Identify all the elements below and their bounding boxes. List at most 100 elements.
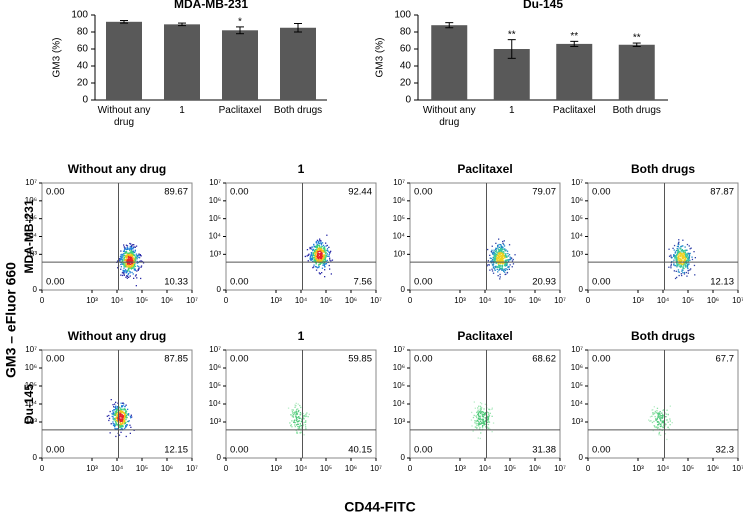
- event-dot: [499, 250, 501, 252]
- event-dot: [676, 260, 678, 262]
- event-dot: [317, 249, 319, 252]
- event-dot: [693, 264, 696, 267]
- event-dot: [670, 256, 672, 258]
- event-dot: [497, 259, 499, 262]
- y-tick-label: 10⁵: [209, 214, 221, 223]
- plot-frame: [225, 182, 377, 291]
- event-dot: [678, 262, 680, 264]
- event-dot: [108, 417, 111, 420]
- event-dot: [488, 414, 491, 416]
- y-tick-label: 10⁵: [393, 381, 405, 390]
- plot-frame: [41, 349, 193, 459]
- event-dot: [122, 269, 124, 272]
- event-dot: [325, 249, 327, 252]
- event-dot: [120, 431, 122, 433]
- event-dot: [309, 258, 312, 261]
- event-dot: [660, 434, 662, 436]
- event-dot: [680, 265, 683, 268]
- event-dot: [324, 250, 326, 252]
- event-dot: [500, 268, 502, 270]
- event-dot: [683, 249, 685, 252]
- event-dot: [650, 420, 652, 422]
- event-dot: [680, 254, 682, 256]
- event-dot: [119, 410, 121, 412]
- event-dot: [132, 253, 135, 256]
- event-dot: [666, 438, 668, 441]
- event-dot: [693, 251, 695, 253]
- event-dot: [318, 256, 321, 258]
- event-dot: [138, 261, 140, 263]
- event-dot: [330, 250, 332, 252]
- event-dot: [679, 255, 681, 257]
- event-dot: [329, 268, 331, 270]
- event-dot: [329, 252, 331, 254]
- event-dot: [321, 254, 324, 257]
- y-tick-label: 0: [579, 285, 584, 294]
- event-dot: [684, 256, 686, 258]
- event-dot: [131, 259, 134, 261]
- event-dot: [324, 276, 326, 278]
- event-dot: [298, 428, 300, 430]
- y-axis-label: GM3 (%): [375, 38, 386, 78]
- y-tick-label: 0: [82, 95, 88, 106]
- error-bar: [294, 23, 302, 33]
- event-dot: [122, 425, 124, 427]
- event-dot: [132, 260, 135, 262]
- x-tick-label-box: Paclitaxel: [553, 105, 596, 116]
- event-dot: [307, 254, 309, 256]
- event-dot: [505, 253, 507, 255]
- event-dot: [671, 422, 673, 424]
- event-dot: [479, 417, 481, 419]
- event-dot: [319, 259, 321, 261]
- event-dot: [314, 260, 317, 262]
- event-dot: [500, 257, 502, 259]
- event-dot: [314, 251, 316, 253]
- event-dot: [118, 426, 120, 428]
- y-tick-label: 10⁵: [209, 381, 221, 390]
- event-dot: [487, 426, 489, 428]
- panel-title: 1: [298, 162, 305, 176]
- event-dot: [132, 264, 134, 266]
- event-dot: [482, 415, 484, 417]
- event-dot: [494, 268, 496, 270]
- event-dot: [496, 258, 498, 260]
- event-dot: [314, 265, 317, 268]
- event-dot: [664, 433, 667, 435]
- event-dot: [299, 417, 301, 419]
- event-dot: [129, 263, 131, 265]
- event-dot: [499, 261, 502, 263]
- y-tick-label: 10⁶: [393, 196, 405, 205]
- event-dot: [132, 255, 134, 257]
- x-tick-label-box: Without any drug: [98, 105, 151, 128]
- event-dot: [674, 255, 676, 257]
- event-dot: [514, 254, 516, 256]
- x-tick-label-box: Without any drug: [423, 105, 476, 128]
- quadrant-value: 89.67: [164, 187, 188, 198]
- event-dot: [125, 435, 127, 438]
- event-dot: [654, 426, 656, 428]
- event-dot: [116, 417, 118, 419]
- y-tick-label: 10⁶: [25, 363, 37, 372]
- event-dot: [499, 264, 501, 267]
- event-dot: [309, 257, 311, 259]
- event-dot: [326, 259, 328, 262]
- event-dot: [113, 406, 115, 408]
- event-dot: [500, 259, 502, 262]
- event-dot: [504, 269, 507, 271]
- event-dot: [130, 264, 132, 266]
- event-dot: [127, 254, 129, 256]
- event-dot: [488, 408, 490, 410]
- event-dot: [124, 411, 127, 413]
- event-dot: [125, 425, 128, 427]
- event-dot: [504, 255, 506, 257]
- y-tick-label: 10⁶: [571, 363, 583, 372]
- event-dot: [659, 413, 661, 415]
- event-dot: [478, 421, 480, 423]
- event-dot: [673, 264, 675, 266]
- event-dot: [131, 265, 134, 267]
- event-dot: [501, 251, 503, 253]
- event-dot: [323, 251, 325, 254]
- event-dot: [479, 415, 481, 417]
- event-dot: [504, 271, 506, 273]
